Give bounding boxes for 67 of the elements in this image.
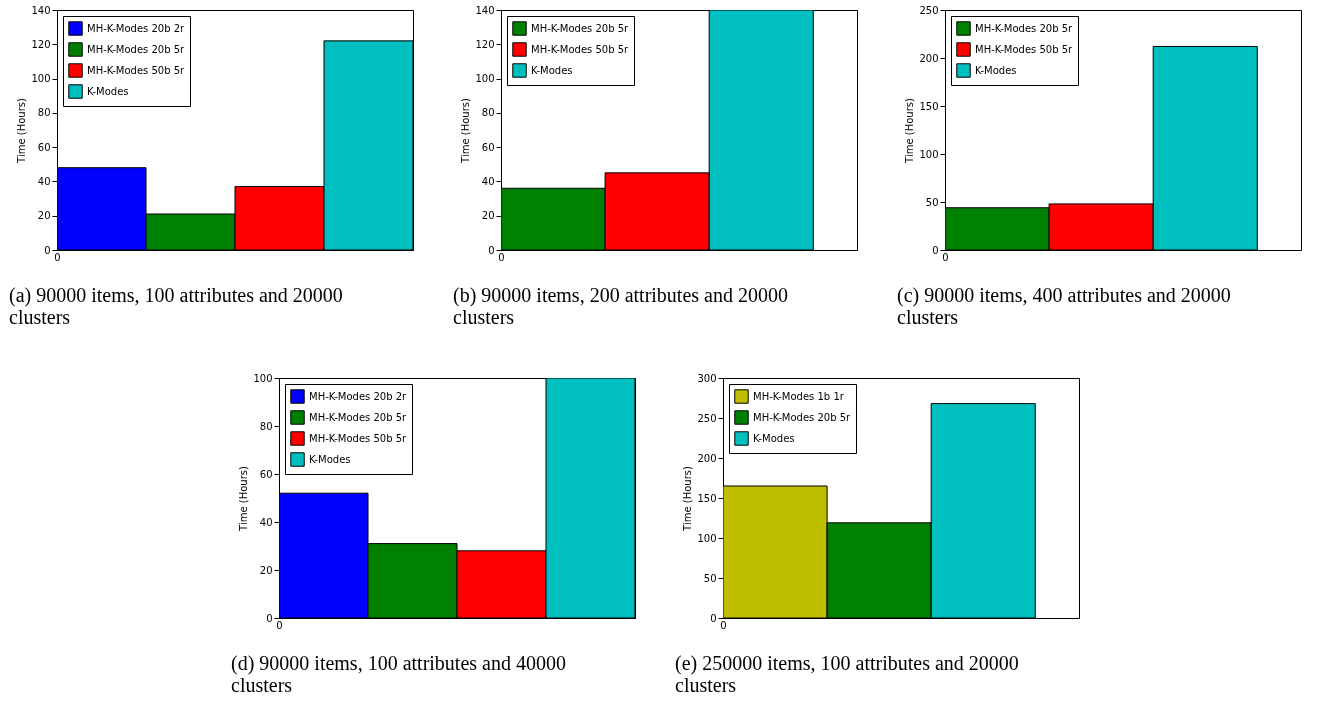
text: (a) 90000 items, 100 attributes and 20000 clusters: [9, 284, 343, 328]
y-tick-label: 20: [481, 210, 495, 222]
y-tick-label: 0: [932, 244, 939, 256]
y-tick-label: 150: [919, 100, 939, 112]
y-tick-label: 20: [259, 564, 273, 576]
legend-label: MH-K-Modes 1b 1r: [753, 390, 845, 402]
legend-label: K-Modes: [975, 64, 1017, 76]
y-tick-label: 100: [697, 532, 717, 544]
y-axis-title: Time (Hours): [238, 466, 250, 532]
y-tick-label: 150: [697, 492, 717, 504]
legend-label: K-Modes: [531, 64, 573, 76]
legend-label: MH-K-Modes 50b 5r: [975, 43, 1074, 55]
legend-label: MH-K-Modes 20b 5r: [753, 411, 852, 423]
legend-label: K-Modes: [753, 432, 795, 444]
y-tick-label: 120: [475, 38, 495, 50]
legend-label: MH-K-Modes 50b 5r: [531, 43, 630, 55]
text: 0: [942, 251, 949, 263]
y-tick-label: 200: [919, 52, 939, 64]
y-tick-label: 80: [481, 107, 495, 119]
y-tick-label: 40: [37, 175, 51, 187]
text: (c) 90000 items, 400 attributes and 20000 clusters: [897, 284, 1231, 328]
y-axis-title: Time (Hours): [682, 466, 694, 532]
legend-label: MH-K-Modes 20b 5r: [975, 22, 1074, 34]
text: (e) 250000 items, 100 attributes and 20000 clusters: [675, 652, 1019, 696]
legend-label: MH-K-Modes 50b 5r: [309, 432, 408, 444]
legend-label: MH-K-Modes 20b 5r: [531, 22, 630, 34]
y-tick-label: 100: [475, 73, 495, 85]
y-tick-label: 0: [266, 612, 273, 624]
text: (b) 90000 items, 200 attributes and 20000 clusters: [453, 284, 788, 328]
y-tick-label: 60: [37, 141, 51, 153]
y-tick-label: 100: [919, 148, 939, 160]
y-tick-label: 60: [481, 141, 495, 153]
legend-label: MH-K-Modes 20b 2r: [309, 390, 408, 402]
y-axis-title: Time (Hours): [16, 98, 28, 164]
y-tick-label: 200: [697, 452, 717, 464]
y-tick-label: 250: [919, 4, 939, 16]
y-axis-title: Time (Hours): [460, 98, 472, 164]
y-axis-title: Time (Hours): [904, 98, 916, 164]
y-tick-label: 40: [259, 516, 273, 528]
y-tick-label: 250: [697, 412, 717, 424]
legend-label: MH-K-Modes 20b 5r: [309, 411, 408, 423]
y-tick-label: 100: [31, 73, 51, 85]
y-tick-label: 140: [475, 4, 495, 16]
y-tick-label: 0: [44, 244, 51, 256]
legend-label: MH-K-Modes 20b 5r: [87, 43, 186, 55]
y-tick-label: 80: [37, 107, 51, 119]
y-tick-label: 120: [31, 38, 51, 50]
y-tick-label: 80: [259, 420, 273, 432]
legend-label: K-Modes: [309, 453, 351, 465]
y-tick-label: 50: [925, 196, 939, 208]
text: 0: [498, 251, 505, 263]
legend-label: K-Modes: [87, 85, 129, 97]
y-tick-label: 0: [710, 612, 717, 624]
y-tick-label: 100: [253, 372, 273, 384]
text: 0: [54, 251, 61, 263]
y-tick-label: 60: [259, 468, 273, 480]
y-tick-label: 140: [31, 4, 51, 16]
y-tick-label: 300: [697, 372, 717, 384]
y-tick-label: 50: [703, 572, 717, 584]
text: 0: [276, 619, 283, 631]
y-tick-label: 20: [37, 210, 51, 222]
legend-label: MH-K-Modes 20b 2r: [87, 22, 186, 34]
text: 0: [720, 619, 727, 631]
y-tick-label: 0: [488, 244, 495, 256]
y-tick-label: 40: [481, 175, 495, 187]
legend-label: MH-K-Modes 50b 5r: [87, 64, 186, 76]
text: (d) 90000 items, 100 attributes and 40000 clusters: [231, 652, 566, 696]
